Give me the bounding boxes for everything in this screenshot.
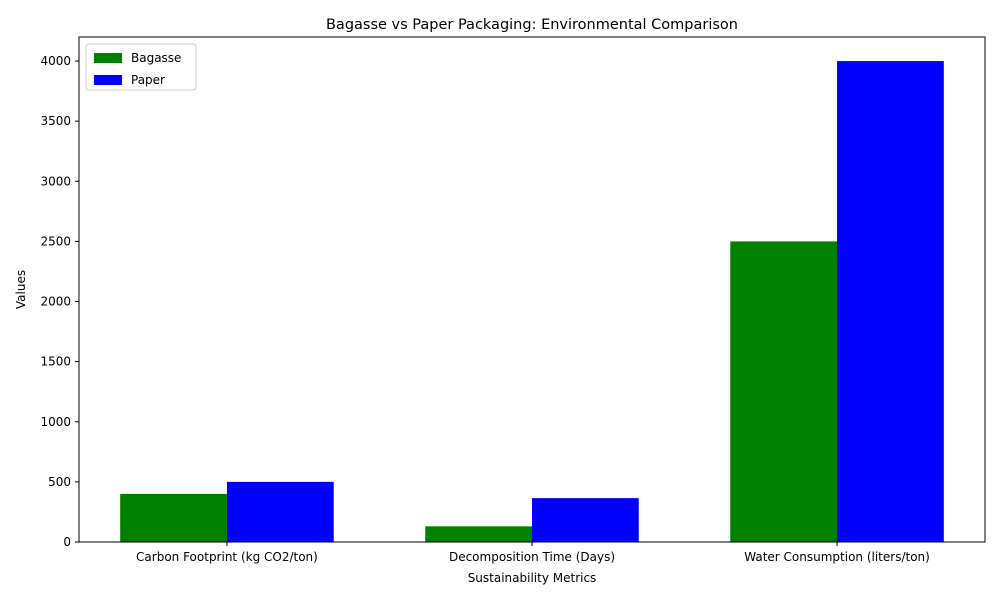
y-axis: 0 500 1000 1500 2000 2500 3000 3500 4000: [40, 54, 79, 549]
y-tick-label: 0: [63, 535, 71, 549]
y-tick-label: 500: [48, 475, 71, 489]
legend: Bagasse Paper: [85, 43, 197, 91]
legend-label-bagasse: Bagasse: [131, 51, 181, 65]
y-tick-label: 1500: [40, 355, 71, 369]
bar-bagasse-1: [425, 526, 532, 542]
bars-group: [120, 61, 944, 543]
chart-title: Bagasse vs Paper Packaging: Environmenta…: [326, 17, 738, 33]
y-tick-label: 2000: [40, 295, 71, 309]
bar-paper-2: [837, 61, 944, 543]
x-axis-label: Sustainability Metrics: [468, 571, 597, 585]
bar-bagasse-2: [730, 241, 838, 542]
bar-paper-1: [532, 498, 639, 542]
legend-label-paper: Paper: [131, 73, 165, 87]
legend-swatch-paper: [94, 75, 122, 85]
y-tick-label: 3500: [40, 114, 71, 128]
legend-swatch-bagasse: [94, 53, 122, 63]
x-tick-label: Water Consumption (liters/ton): [744, 550, 930, 564]
y-tick-label: 1000: [40, 415, 71, 429]
y-tick-label: 2500: [40, 234, 71, 248]
x-tick-label: Decomposition Time (Days): [449, 550, 615, 564]
bar-bagasse-0: [120, 493, 227, 542]
x-tick-label: Carbon Footprint (kg CO2/ton): [136, 550, 318, 564]
y-tick-label: 4000: [40, 54, 71, 68]
y-axis-label: Values: [14, 270, 28, 309]
y-tick-label: 3000: [40, 174, 71, 188]
bar-paper-0: [226, 481, 334, 542]
x-axis: Carbon Footprint (kg CO2/ton) Decompositi…: [136, 542, 930, 564]
